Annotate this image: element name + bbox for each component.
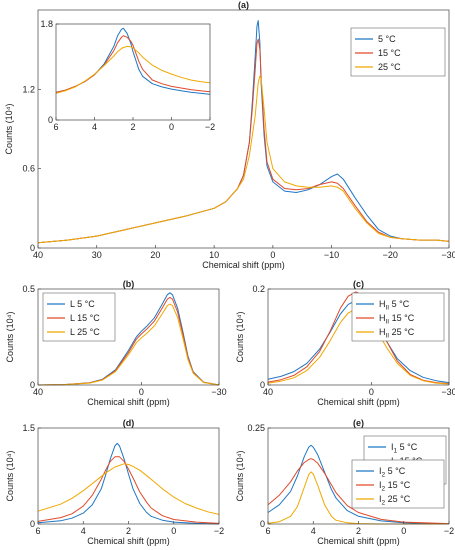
y-tick-label-e-0: 0 (260, 519, 265, 529)
y-tick-label-c-1: 0.2 (252, 284, 265, 294)
x-tick-label-c-2: −30 (441, 387, 455, 397)
y-tick-label-a-0: 0 (30, 243, 35, 253)
x-tick-label-e-1: 4 (311, 526, 316, 536)
legend-label-c-2: HII 25 °C (379, 327, 415, 340)
x-tick-label-d-0: 6 (35, 526, 40, 536)
series-line-e-1 (267, 458, 450, 525)
x-tick-label-a-6: −20 (383, 250, 398, 260)
legend-a: 5 °C 15 °C 25 °C (350, 27, 446, 77)
y-tick-label-c-0: 0 (260, 380, 265, 390)
legend-b: L 5 °C L 15 °C L 25 °C (42, 292, 116, 342)
x-axis-label-b: Chemical shift (ppm) (87, 397, 170, 407)
y-tick-label-d-0: 0 (30, 519, 35, 529)
x-tick-label-a-inset-1: 4 (92, 122, 97, 132)
legend-label-a-0: 5 °C (378, 34, 396, 44)
legend-label-a-1: 15 °C (378, 48, 401, 58)
x-axis-label-c: Chemical shift (ppm) (317, 397, 400, 407)
inset-background (56, 24, 210, 120)
panel-title-e: (e) (353, 418, 364, 428)
legend-label-b-2: L 25 °C (70, 327, 100, 337)
series-line-d-2 (37, 463, 220, 515)
panel-title-d: (d) (123, 418, 135, 428)
x-tick-label-a-inset-2: 2 (130, 122, 135, 132)
panel-title-b: (b) (123, 279, 135, 289)
x-tick-label-e-4: −2 (444, 526, 454, 536)
axes-frame-a (37, 9, 450, 249)
chart-panel-a-inset: 6 4 2 0 −2 0 1.8 (40, 19, 215, 132)
y-tick-label-d-1: 1.5 (22, 423, 35, 433)
y-tick-label-b-1: 0.5 (22, 284, 35, 294)
chart-panel-e: 6 4 2 0 −2 0 0.25 (e) Chemical shift (ppm) Counts… (235, 418, 454, 546)
series-line-b-2 (37, 303, 220, 386)
legend-frame-c (351, 292, 445, 342)
legend-label-e-2: I2 25 °C (379, 494, 411, 507)
y-tick-label-a-1: 0.6 (22, 164, 35, 174)
x-axis-label-d: Chemical shift (ppm) (87, 536, 170, 546)
x-tick-label-c-0: 40 (263, 387, 273, 397)
x-tick-label-a-inset-0: 6 (53, 122, 58, 132)
x-tick-label-e-0: 6 (265, 526, 270, 536)
series-line-a-2 (37, 75, 450, 244)
y-axis-label-d: Counts (10⁴) (5, 451, 15, 502)
y-tick-label-b-0: 0 (30, 380, 35, 390)
legend-label-c-0: HII 5 °C (379, 299, 410, 312)
x-axis-label-e: Chemical shift (ppm) (317, 536, 400, 546)
legend-label-c-1: HII 15 °C (379, 313, 415, 326)
x-tick-label-d-4: −2 (214, 526, 224, 536)
x-tick-label-a-5: −10 (324, 250, 339, 260)
series-line-a-inset-2 (55, 45, 211, 94)
series-line-d-1 (37, 456, 220, 524)
legend-e: I2 5 °CI2 15 °CI2 25 °C (351, 459, 445, 509)
y-tick-label-a-inset-1: 1.8 (40, 19, 53, 29)
x-tick-label-a-3: 10 (209, 250, 219, 260)
y-axis-label-a: Counts (10⁴) (4, 104, 14, 155)
x-tick-label-a-inset-4: −2 (205, 122, 215, 132)
axes-frame-b (37, 288, 220, 386)
x-tick-label-d-3: 0 (171, 526, 176, 536)
y-axis-label-b: Counts (10⁴) (5, 312, 15, 363)
y-tick-label-e-1: 0.25 (247, 423, 265, 433)
x-tick-label-a-0: 40 (33, 250, 43, 260)
x-tick-label-b-2: −30 (211, 387, 226, 397)
x-tick-label-a-inset-3: 0 (169, 122, 174, 132)
panel-title-a: (a) (238, 0, 249, 10)
x-tick-label-d-1: 4 (81, 526, 86, 536)
y-tick-label-a-2: 1.2 (22, 84, 35, 94)
y-axis-label-c: Counts (10⁴) (235, 312, 245, 363)
x-tick-label-e-2: 2 (356, 526, 361, 536)
x-tick-label-b-0: 40 (33, 387, 43, 397)
x-axis-label-a: Chemical shift (ppm) (202, 260, 285, 270)
axes-frame-d (37, 427, 220, 525)
legend-frame-b (42, 292, 116, 342)
legend-label-b-0: L 5 °C (70, 299, 95, 309)
legend-label-e-0: I2 5 °C (379, 466, 406, 479)
legend-label-a-2: 25 °C (378, 62, 401, 72)
y-tick-label-a-inset-0: 0 (48, 115, 53, 125)
panel-title-c: (c) (353, 279, 364, 289)
series-line-d-0 (37, 442, 220, 525)
y-axis-label-e: Counts (10⁴) (235, 451, 245, 502)
x-tick-label-c-1: 0 (369, 387, 374, 397)
legend-frame-a (350, 27, 446, 77)
x-tick-label-a-4: 0 (270, 250, 275, 260)
x-tick-label-d-2: 2 (126, 526, 131, 536)
legend-frame-e (351, 459, 445, 509)
x-tick-label-b-1: 0 (139, 387, 144, 397)
x-tick-label-e-3: 0 (401, 526, 406, 536)
legend-label-e-1: I2 15 °C (379, 480, 411, 493)
x-tick-label-a-2: 20 (150, 250, 160, 260)
x-tick-label-a-7: −30 (441, 250, 455, 260)
series-line-e-0 (267, 444, 450, 525)
legend-label-b-1: L 15 °C (70, 313, 100, 323)
axes-frame-c (267, 288, 450, 386)
x-tick-label-a-1: 30 (92, 250, 102, 260)
legend-label-d-0: I1 5 °C (391, 442, 418, 455)
